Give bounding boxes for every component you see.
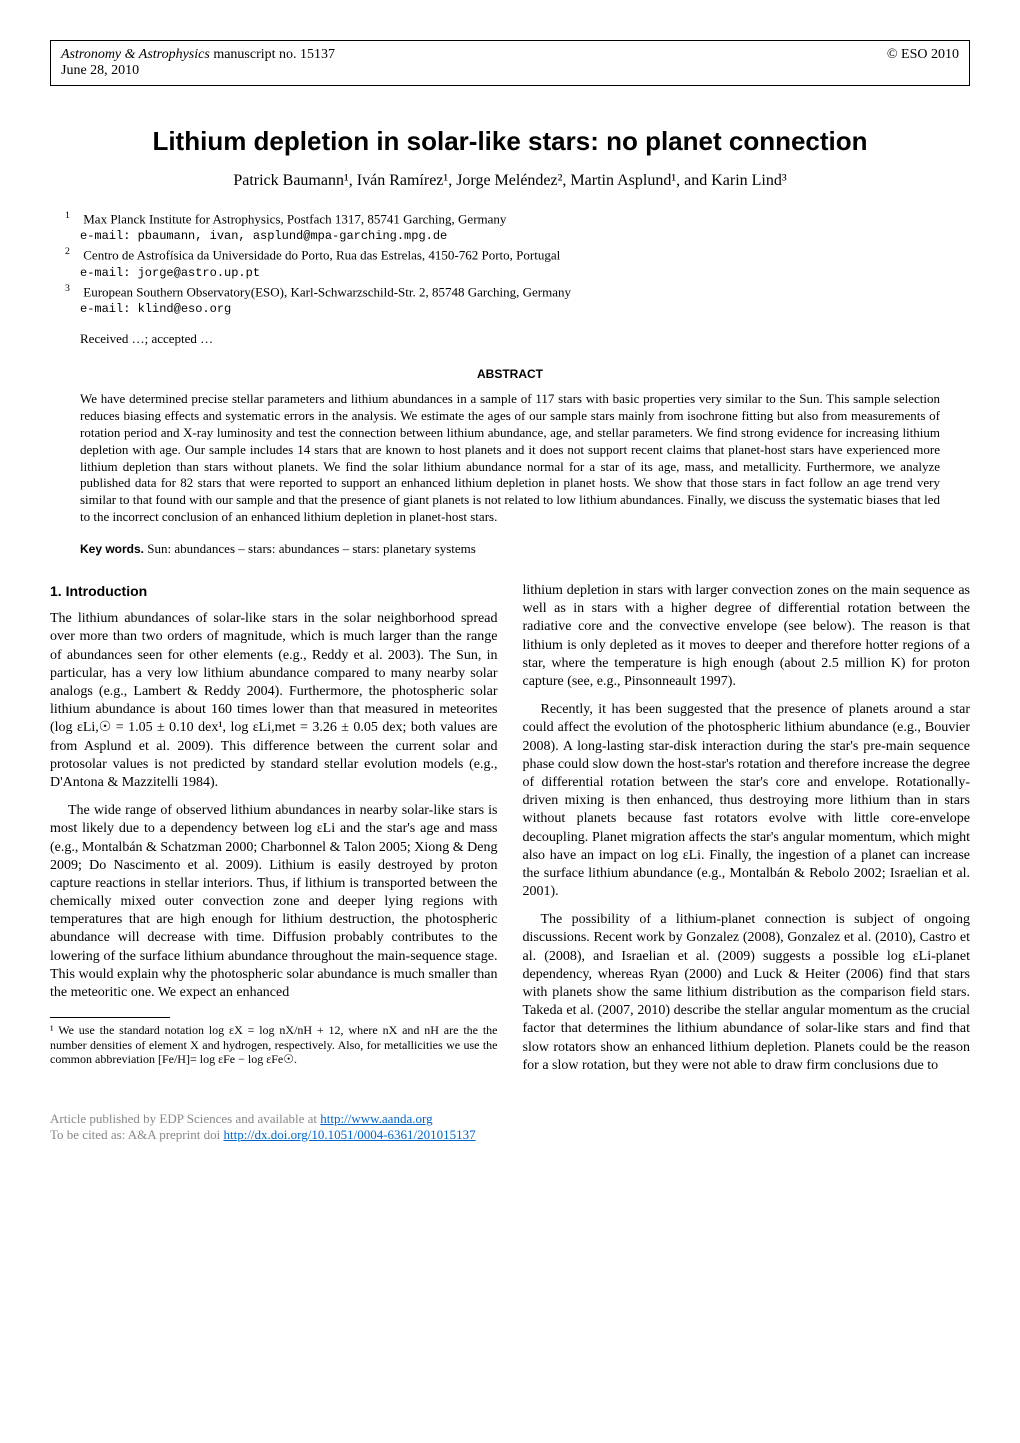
affiliation-num: 2 <box>65 246 80 257</box>
affiliation-num: 3 <box>65 283 80 294</box>
manuscript-no: manuscript no. 15137 <box>210 47 335 62</box>
affiliation-text: Centro de Astrofísica da Universidade do… <box>83 248 560 263</box>
affiliation-email: e-mail: pbaumann, ivan, asplund@mpa-garc… <box>80 229 447 243</box>
authors-list: Patrick Baumann¹, Iván Ramírez¹, Jorge M… <box>50 172 970 190</box>
affiliation-2: 2 Centro de Astrofísica da Universidade … <box>80 246 970 279</box>
paragraph-1: The lithium abundances of solar-like sta… <box>50 610 498 792</box>
footnote-1: ¹ We use the standard notation log εX = … <box>50 1023 498 1066</box>
paper-title: Lithium depletion in solar-like stars: n… <box>50 126 970 157</box>
footnote-separator <box>50 1017 170 1018</box>
affiliation-email: e-mail: jorge@astro.up.pt <box>80 266 260 280</box>
keywords-label: Key words. <box>80 542 144 556</box>
section-1-header: 1. Introduction <box>50 582 498 600</box>
abstract-text: We have determined precise stellar param… <box>80 391 940 526</box>
footer-link-2[interactable]: http://dx.doi.org/10.1051/0004-6361/2010… <box>223 1127 475 1142</box>
affiliations-block: 1 Max Planck Institute for Astrophysics,… <box>80 210 970 316</box>
affiliation-email: e-mail: klind@eso.org <box>80 302 231 316</box>
footer-text-1: Article published by EDP Sciences and av… <box>50 1111 320 1126</box>
header-box: Astronomy & Astrophysics manuscript no. … <box>50 40 970 86</box>
footer-block: Article published by EDP Sciences and av… <box>50 1111 970 1143</box>
affiliation-3: 3 European Southern Observatory(ESO), Ka… <box>80 283 970 316</box>
affiliation-num: 1 <box>65 210 80 221</box>
received-accepted: Received …; accepted … <box>80 331 970 347</box>
abstract-header: ABSTRACT <box>50 367 970 381</box>
body-columns: 1. Introduction The lithium abundances o… <box>50 582 970 1081</box>
header-journal: Astronomy & Astrophysics manuscript no. … <box>61 47 335 79</box>
header-copyright: © ESO 2010 <box>887 47 959 63</box>
keywords-text: Sun: abundances – stars: abundances – st… <box>144 541 476 556</box>
header-date: June 28, 2010 <box>61 63 139 78</box>
paragraph-4: Recently, it has been suggested that the… <box>523 701 971 901</box>
footer-text-2: To be cited as: A&A preprint doi <box>50 1127 223 1142</box>
paragraph-3: lithium depletion in stars with larger c… <box>523 582 971 691</box>
affiliation-text: European Southern Observatory(ESO), Karl… <box>83 284 571 299</box>
affiliation-text: Max Planck Institute for Astrophysics, P… <box>83 211 506 226</box>
affiliation-1: 1 Max Planck Institute for Astrophysics,… <box>80 210 970 243</box>
paragraph-5: The possibility of a lithium-planet conn… <box>523 911 971 1075</box>
paragraph-2: The wide range of observed lithium abund… <box>50 802 498 1002</box>
keywords-block: Key words. Sun: abundances – stars: abun… <box>80 541 940 557</box>
journal-name: Astronomy & Astrophysics <box>61 47 210 62</box>
footer-link-1[interactable]: http://www.aanda.org <box>320 1111 432 1126</box>
